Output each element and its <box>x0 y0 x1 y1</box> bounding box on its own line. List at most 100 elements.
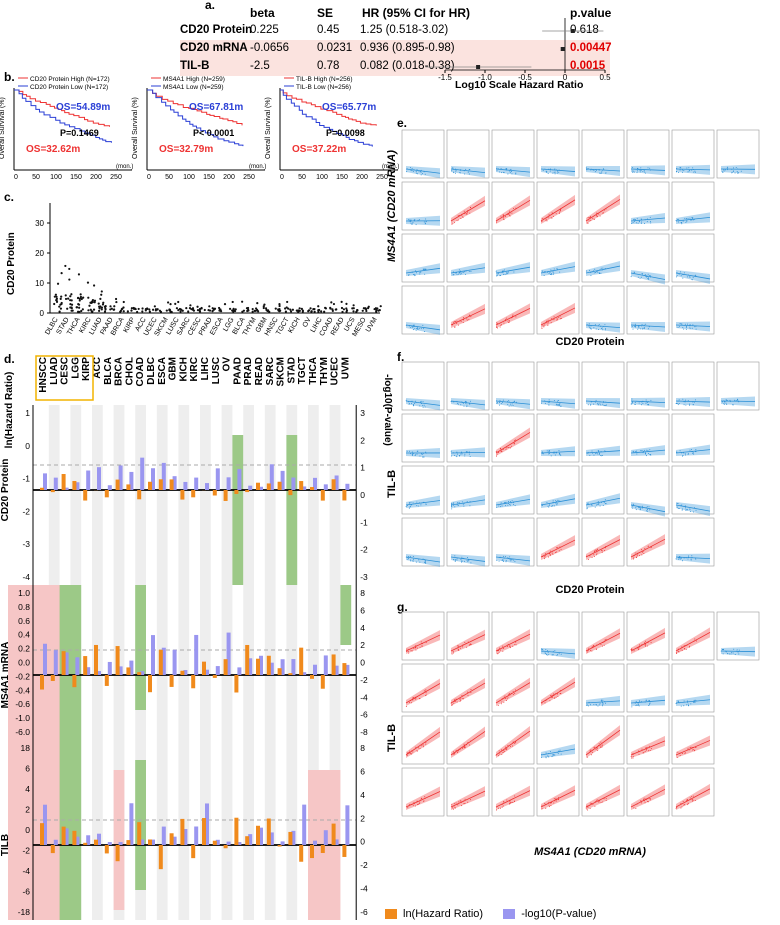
point <box>545 649 547 651</box>
point <box>547 505 549 507</box>
point <box>692 451 694 453</box>
point <box>557 653 559 655</box>
point <box>598 324 600 326</box>
point <box>544 652 546 654</box>
point <box>649 700 651 702</box>
d-stripe <box>286 740 298 920</box>
point <box>456 752 458 754</box>
scatter-cell <box>401 413 445 463</box>
cell-name: TIL-B <box>180 60 210 72</box>
point <box>690 450 692 452</box>
point <box>684 505 686 507</box>
point <box>555 403 557 405</box>
point <box>457 648 459 650</box>
point <box>680 807 682 809</box>
point <box>589 802 591 804</box>
point <box>414 696 416 698</box>
cell-frame <box>626 611 670 661</box>
point <box>456 401 458 403</box>
cell-p: 0.00447 <box>570 42 612 54</box>
c-dot <box>69 306 72 309</box>
cell-name: CD20 Protein <box>180 24 253 36</box>
point <box>597 548 599 550</box>
point <box>589 216 591 218</box>
point <box>640 218 642 220</box>
point <box>632 505 634 507</box>
point <box>550 805 552 807</box>
point <box>602 642 604 644</box>
forest-plot: -1.5 -1.0 -0.5 0 0.5 <box>425 18 611 80</box>
d-hr-bar <box>202 818 206 845</box>
d-hr-bar <box>288 831 293 845</box>
point <box>688 276 690 278</box>
scatter-cell <box>626 465 670 517</box>
d-left-tick: -6.0 <box>15 727 30 737</box>
point <box>594 805 596 807</box>
point <box>559 404 561 406</box>
d-pvalue-bar <box>118 666 123 675</box>
point <box>676 276 678 278</box>
d-stripe <box>200 405 211 585</box>
cell-se: 0.45 <box>317 24 340 36</box>
point <box>408 557 410 559</box>
point <box>644 645 646 647</box>
point <box>408 220 410 222</box>
point <box>602 212 604 214</box>
point <box>461 501 463 503</box>
point <box>687 558 689 560</box>
point <box>551 756 553 758</box>
c-dot <box>317 310 320 313</box>
point <box>456 701 458 703</box>
point <box>550 269 552 271</box>
point <box>632 171 634 173</box>
d-left-tick: 1 <box>25 408 30 418</box>
d-hr-bar <box>180 490 185 500</box>
point <box>501 505 503 507</box>
cell-frame <box>626 181 670 231</box>
d-hr-bar <box>61 651 66 675</box>
point <box>460 699 462 701</box>
point <box>416 696 418 698</box>
point <box>500 403 502 405</box>
fit-line <box>495 199 531 222</box>
fit-line <box>450 556 486 562</box>
d-left-tick: -6 <box>22 887 30 897</box>
point <box>419 272 421 274</box>
d-pvalue-bar <box>259 827 263 845</box>
forest-tick-label: 0.5 <box>599 73 611 80</box>
point <box>738 649 740 651</box>
c-dot <box>341 310 344 314</box>
d-row-label: MS4A1 mRNA <box>0 642 11 709</box>
point <box>644 750 646 752</box>
point <box>642 273 644 275</box>
hr-point <box>560 47 565 51</box>
point <box>503 322 505 324</box>
point <box>470 562 472 564</box>
km-plot-0: Overall Survival (%)0 50 100 150 200 250(mon.… <box>0 76 133 181</box>
point <box>650 546 652 548</box>
d-pvalue-bar <box>172 476 177 490</box>
d-cancer-label: COAD <box>135 357 146 386</box>
point <box>466 213 468 215</box>
cell-frame <box>401 663 445 713</box>
point <box>422 558 424 560</box>
point <box>635 807 637 809</box>
point <box>455 749 457 751</box>
ci-band <box>631 627 665 654</box>
point <box>464 798 466 800</box>
point <box>559 403 561 405</box>
point <box>497 451 499 453</box>
c-dot <box>78 299 81 302</box>
point <box>723 170 725 172</box>
point <box>461 214 463 216</box>
d-hr-bar <box>245 836 250 845</box>
d-cancer-label: BRCA <box>114 357 125 386</box>
point <box>649 449 651 451</box>
point <box>643 799 645 801</box>
point <box>424 331 426 333</box>
point <box>414 646 416 648</box>
point <box>503 555 505 557</box>
point <box>424 269 426 271</box>
fit-line <box>585 700 621 704</box>
c-dot <box>60 301 63 305</box>
